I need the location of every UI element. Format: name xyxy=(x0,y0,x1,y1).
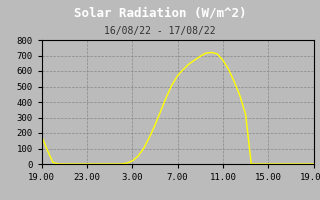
Text: 16/08/22 - 17/08/22: 16/08/22 - 17/08/22 xyxy=(104,26,216,36)
Text: Solar Radiation (W/m^2): Solar Radiation (W/m^2) xyxy=(74,6,246,20)
